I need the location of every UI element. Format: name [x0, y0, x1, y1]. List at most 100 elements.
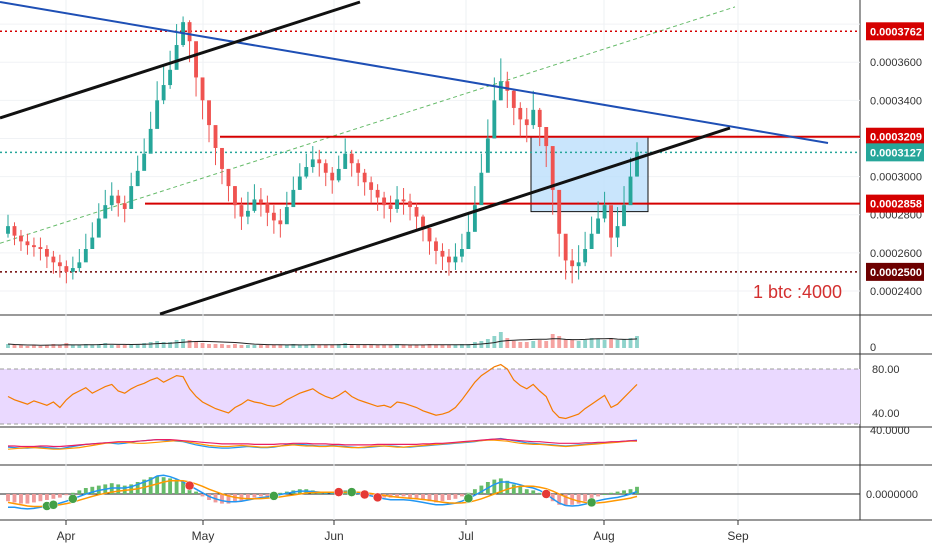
candle[interactable] [583, 249, 588, 263]
candle[interactable] [375, 189, 380, 198]
candle[interactable] [187, 22, 192, 42]
channel-midline[interactable] [0, 6, 736, 244]
macd-cross-marker[interactable] [184, 480, 195, 491]
candle[interactable] [310, 159, 315, 168]
macd-pane[interactable] [0, 474, 860, 511]
candle[interactable] [466, 231, 471, 249]
candle[interactable] [116, 195, 121, 204]
candle[interactable] [576, 262, 581, 267]
candle[interactable] [38, 247, 43, 249]
candle[interactable] [531, 109, 536, 126]
candle[interactable] [401, 199, 406, 202]
candle[interactable] [330, 172, 335, 181]
candle[interactable] [524, 119, 529, 126]
candle[interactable] [395, 199, 399, 209]
candle[interactable] [12, 226, 17, 236]
candle[interactable] [511, 90, 516, 108]
candle[interactable] [485, 138, 490, 173]
candle[interactable] [284, 207, 289, 225]
candle[interactable] [427, 228, 432, 242]
candle[interactable] [615, 226, 620, 238]
price-tag[interactable] [866, 262, 924, 281]
candle[interactable] [148, 128, 153, 154]
candle[interactable] [142, 153, 147, 171]
candle[interactable] [537, 109, 542, 127]
macd-cross-marker[interactable] [463, 493, 474, 504]
price-tag[interactable] [866, 127, 924, 146]
candle[interactable] [64, 266, 69, 272]
lower-channel-line[interactable] [159, 126, 731, 316]
candle[interactable] [252, 199, 257, 211]
macd-cross-marker[interactable] [68, 494, 78, 504]
price-tag[interactable] [866, 22, 924, 41]
candle[interactable] [440, 250, 445, 257]
candle[interactable] [570, 260, 575, 267]
candle[interactable] [492, 100, 497, 139]
candle[interactable] [498, 81, 503, 101]
candle[interactable] [349, 153, 354, 164]
descending-trendline[interactable] [0, 1, 829, 144]
candle[interactable] [258, 199, 263, 204]
candle[interactable] [635, 151, 639, 177]
candle[interactable] [194, 41, 198, 78]
candle[interactable] [155, 100, 160, 129]
candle[interactable] [447, 256, 451, 263]
candle[interactable] [356, 163, 361, 173]
candle[interactable] [291, 189, 296, 208]
candle[interactable] [77, 262, 82, 269]
candle[interactable] [129, 186, 134, 209]
candle[interactable] [70, 268, 75, 272]
price-pane[interactable] [0, 0, 860, 316]
time-axis[interactable]: Apr May Jun Jul Aug Sep [57, 520, 749, 543]
candle[interactable] [505, 81, 510, 91]
candle[interactable] [168, 69, 173, 86]
candle[interactable] [271, 212, 276, 221]
macd-cross-marker[interactable] [48, 500, 59, 510]
candle[interactable] [343, 153, 348, 169]
candle[interactable] [317, 159, 322, 164]
candle[interactable] [51, 256, 56, 263]
candle[interactable] [213, 125, 218, 148]
candle[interactable] [434, 241, 438, 251]
candle[interactable] [589, 233, 594, 249]
candle[interactable] [336, 168, 341, 181]
candle[interactable] [278, 220, 283, 225]
candle[interactable] [226, 168, 231, 187]
candle[interactable] [207, 100, 211, 126]
candle[interactable] [57, 262, 62, 267]
candle[interactable] [408, 201, 412, 208]
candle[interactable] [382, 197, 387, 206]
macd-cross-marker[interactable] [372, 492, 383, 503]
candle[interactable] [246, 210, 250, 217]
candle[interactable] [596, 218, 601, 234]
macd-cross-marker[interactable] [346, 487, 357, 497]
candle[interactable] [103, 205, 108, 219]
candle[interactable] [83, 249, 88, 263]
rsi-line[interactable] [7, 363, 638, 420]
candle[interactable] [25, 241, 30, 246]
candle[interactable] [628, 176, 633, 206]
candle[interactable] [297, 176, 302, 190]
candle[interactable] [518, 107, 523, 120]
candle[interactable] [32, 245, 36, 248]
signal-line[interactable] [7, 479, 638, 508]
candle[interactable] [135, 170, 140, 187]
price-tag[interactable] [866, 143, 924, 162]
candle[interactable] [421, 216, 425, 229]
oscillator-line[interactable] [8, 438, 637, 448]
oscillator-pane[interactable] [7, 437, 638, 450]
price-axis[interactable]: 0.00036000.00034000.00030000.00028000.00… [866, 22, 924, 501]
upper-channel-line[interactable] [0, 0, 361, 120]
candle[interactable] [459, 249, 464, 257]
macd-cross-marker[interactable] [269, 491, 279, 501]
candle[interactable] [174, 45, 179, 70]
candle[interactable] [472, 205, 477, 232]
candle[interactable] [90, 237, 95, 249]
candle[interactable] [609, 205, 613, 238]
rsi-pane[interactable] [0, 363, 860, 425]
candle[interactable] [233, 186, 237, 206]
candle[interactable] [19, 235, 23, 242]
candle[interactable] [96, 218, 101, 238]
